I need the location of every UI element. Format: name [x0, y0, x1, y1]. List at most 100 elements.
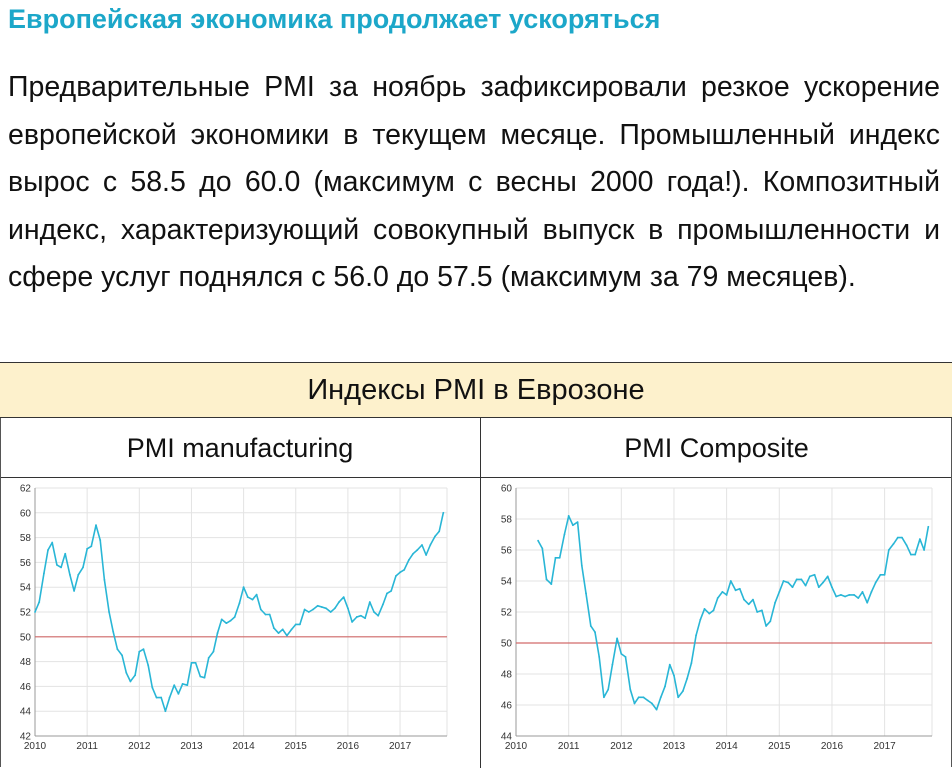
data-point	[181, 683, 184, 685]
data-point	[629, 688, 632, 691]
data-point	[142, 648, 145, 651]
x-tick-label: 2017	[873, 741, 896, 752]
data-point	[390, 590, 393, 592]
data-point	[664, 685, 666, 688]
data-point	[190, 661, 193, 664]
y-tick-label: 58	[501, 515, 513, 526]
data-point	[905, 544, 908, 547]
data-point	[56, 563, 58, 566]
data-point	[616, 637, 619, 640]
data-point	[853, 594, 855, 596]
data-point	[734, 589, 737, 592]
data-point	[277, 632, 280, 634]
data-point	[147, 664, 150, 667]
data-point	[364, 617, 367, 620]
data-point	[151, 686, 154, 689]
data-point	[194, 661, 197, 664]
data-point	[690, 662, 693, 665]
data-point	[229, 619, 232, 622]
data-point	[550, 583, 553, 585]
data-point	[259, 608, 262, 611]
data-point	[795, 578, 798, 581]
data-point	[285, 634, 288, 637]
data-point	[399, 571, 401, 574]
data-point	[831, 586, 833, 589]
data-point	[129, 680, 132, 683]
data-point	[255, 593, 258, 596]
headline: Европейская экономика продолжает ускорят…	[8, 4, 661, 34]
y-tick-label: 42	[20, 732, 32, 743]
data-point	[138, 650, 141, 653]
data-point	[655, 708, 658, 711]
data-point	[774, 601, 776, 604]
x-tick-label: 2017	[389, 741, 412, 752]
pmi-manufacturing-chart: 42 44 46 48 50 52 54 56 58 60 62 2010 2011 2012 2013 20…	[20, 484, 448, 752]
y-tick-label: 56	[20, 558, 32, 569]
data-point	[580, 564, 583, 567]
data-point	[620, 652, 623, 655]
data-point	[438, 530, 441, 533]
data-point	[421, 544, 423, 546]
data-point	[624, 656, 627, 658]
y-tick-label: 50	[501, 639, 513, 650]
data-point	[121, 654, 123, 657]
data-point	[299, 623, 301, 626]
data-point	[571, 524, 574, 527]
x-tick-label: 2014	[232, 741, 255, 752]
data-point	[918, 538, 921, 541]
data-point	[804, 584, 807, 587]
data-point	[752, 598, 754, 601]
data-point	[901, 536, 903, 539]
data-point	[699, 618, 702, 621]
data-point	[60, 566, 62, 569]
data-point	[594, 631, 596, 634]
data-point	[355, 616, 358, 618]
data-point	[42, 572, 45, 575]
data-point	[342, 596, 345, 599]
data-point	[268, 613, 271, 616]
data-point	[134, 674, 137, 677]
x-tick-label: 2016	[821, 741, 844, 752]
data-point	[207, 656, 210, 659]
data-point	[429, 544, 432, 546]
data-point	[765, 625, 768, 627]
data-point	[90, 545, 93, 548]
data-point	[927, 525, 930, 528]
data-point	[116, 648, 119, 651]
data-point	[307, 611, 310, 613]
panel-divider	[480, 418, 481, 768]
data-point	[800, 578, 803, 581]
data-point	[303, 608, 306, 611]
data-point	[791, 586, 794, 589]
data-point	[589, 625, 592, 627]
data-point	[537, 539, 540, 542]
data-point	[251, 598, 254, 601]
data-point	[668, 663, 671, 666]
data-point	[95, 524, 97, 527]
x-tick-label: 2013	[180, 741, 203, 752]
data-point	[333, 607, 336, 610]
panel-title: Индексы PMI в Еврозоне	[0, 363, 952, 418]
data-point	[822, 581, 824, 584]
data-point	[637, 696, 640, 699]
data-point	[835, 595, 838, 598]
pmi-composite-chart: 44 46 48 50 52 54 56 58 60 2010 2011 2012 2013 2014 20…	[501, 484, 933, 752]
data-point	[725, 594, 728, 596]
y-tick-label: 52	[20, 608, 32, 619]
data-point	[77, 573, 80, 576]
x-tick-label: 2010	[505, 741, 528, 752]
data-point	[787, 581, 790, 584]
data-point	[238, 602, 241, 605]
data-point	[173, 684, 176, 687]
data-point	[686, 677, 689, 680]
data-point	[403, 568, 406, 571]
data-point	[125, 671, 128, 674]
data-point	[747, 603, 750, 606]
data-point	[879, 573, 882, 576]
data-point	[703, 608, 706, 610]
data-point	[112, 630, 115, 633]
data-point	[64, 552, 67, 555]
data-point	[168, 696, 171, 699]
data-point	[408, 559, 410, 561]
y-tick-label: 52	[501, 608, 513, 619]
